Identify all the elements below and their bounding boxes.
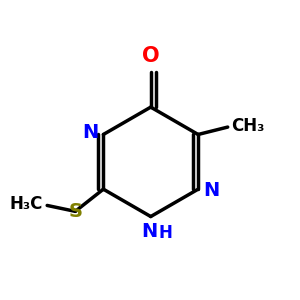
Text: S: S bbox=[68, 202, 82, 221]
Text: N: N bbox=[203, 181, 220, 200]
Text: CH₃: CH₃ bbox=[231, 117, 264, 135]
Text: N: N bbox=[141, 222, 158, 241]
Text: H: H bbox=[158, 224, 172, 242]
Text: H₃C: H₃C bbox=[9, 195, 43, 213]
Text: O: O bbox=[142, 46, 160, 66]
Text: N: N bbox=[82, 123, 98, 142]
